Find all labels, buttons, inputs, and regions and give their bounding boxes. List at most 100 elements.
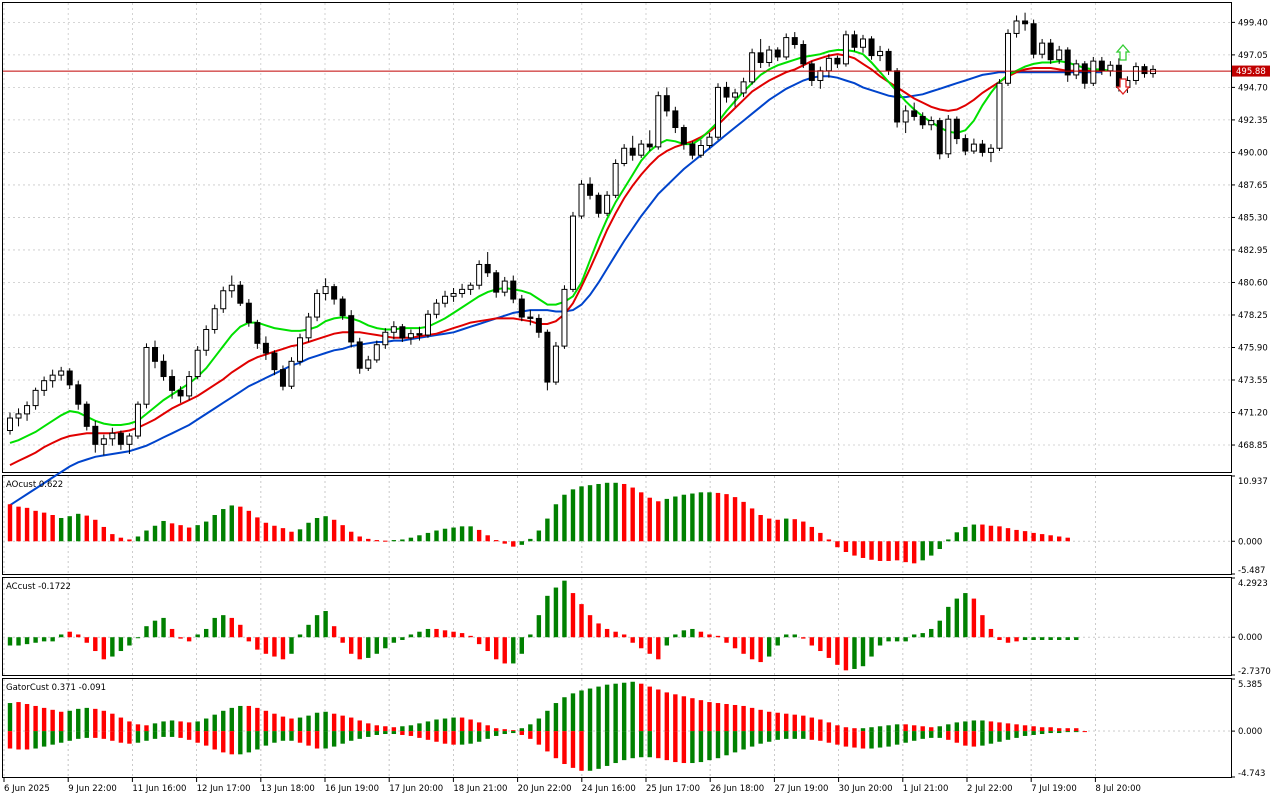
gator-upper-bar xyxy=(186,722,192,732)
ac-bar xyxy=(24,637,30,645)
ac-bar xyxy=(161,617,166,638)
time-tick-label: 20 Jun 22:00 xyxy=(518,784,572,794)
candle-body xyxy=(1090,60,1097,84)
gator-lower-bar xyxy=(647,731,652,758)
ao-bar xyxy=(306,522,311,542)
gator-lower-bar xyxy=(408,731,414,736)
time-tick-label: 8 Jul 20:00 xyxy=(1095,784,1141,794)
candle-body xyxy=(970,143,977,152)
gator-lower-bar xyxy=(434,731,439,742)
ac-bar xyxy=(127,637,132,646)
candle-body xyxy=(1073,63,1080,76)
gator-upper-bar xyxy=(732,704,738,732)
ac-bar xyxy=(690,628,695,638)
price-tick-label: 490.00 xyxy=(1238,148,1268,158)
gator-upper-bar xyxy=(1005,723,1011,732)
gator-upper-bar xyxy=(1048,727,1053,732)
gator-lower-bar xyxy=(468,731,473,744)
candle-body xyxy=(297,337,304,362)
gator-lower-bar xyxy=(76,731,81,739)
ao-bar xyxy=(1031,532,1036,542)
gator-upper-bar xyxy=(673,694,678,732)
candle-body xyxy=(83,403,90,427)
gator-lower-bar xyxy=(1014,731,1019,738)
ao-bar xyxy=(596,483,601,542)
gator-upper-bar xyxy=(877,726,883,732)
ac-bar xyxy=(314,615,320,638)
ao-bar xyxy=(229,505,234,542)
indicator-tick-label: -4.743 xyxy=(1238,769,1265,779)
gator-lower-bar xyxy=(690,731,695,764)
gator-lower-bar xyxy=(263,731,269,746)
candle-body xyxy=(1132,66,1139,81)
gator-upper-bar xyxy=(50,709,55,732)
gator-upper-bar xyxy=(656,689,661,732)
ac-bar xyxy=(724,637,729,643)
ac-bar xyxy=(732,637,738,649)
gator-lower-bar xyxy=(656,731,661,759)
gator-lower-bar xyxy=(587,731,593,771)
gator-upper-bar xyxy=(647,686,652,732)
candle-body xyxy=(953,118,960,140)
ac-bar xyxy=(494,637,499,660)
gator-lower-bar xyxy=(229,731,234,755)
candle-body xyxy=(109,432,116,440)
candle-body xyxy=(902,110,909,123)
gator-upper-bar xyxy=(741,705,746,732)
candle-body xyxy=(459,288,466,295)
gator-upper-bar xyxy=(494,728,499,732)
gator-upper-bar xyxy=(570,693,576,732)
candle-body xyxy=(842,34,849,65)
candle-body xyxy=(740,81,747,94)
gator-upper-bar xyxy=(519,728,524,732)
ac-bar xyxy=(860,637,866,667)
ao-bar xyxy=(877,541,883,561)
ao-bar xyxy=(724,494,729,542)
candle-body xyxy=(706,136,713,146)
candle-body xyxy=(186,376,193,397)
ac-bar xyxy=(809,637,815,646)
price-tick-label: 482.95 xyxy=(1238,246,1268,256)
ac-bar xyxy=(152,620,158,638)
time-tick-label: 25 Jun 17:00 xyxy=(646,784,700,794)
ao-bar xyxy=(383,540,388,542)
candle-body xyxy=(203,329,210,351)
gator-upper-bar xyxy=(664,692,670,732)
candle-body xyxy=(1030,23,1037,55)
candle-body xyxy=(518,298,525,318)
ao-bar xyxy=(792,519,797,542)
ac-bar xyxy=(664,637,670,646)
gator-lower-bar xyxy=(272,731,277,743)
ao-bar xyxy=(860,541,866,558)
candle-body xyxy=(92,425,99,445)
ao-bar xyxy=(911,541,917,564)
candle-body xyxy=(689,143,696,156)
ao-bar xyxy=(485,535,490,542)
time-tick-label: 30 Jun 20:00 xyxy=(839,784,893,794)
gator-upper-bar xyxy=(1014,724,1019,732)
ao-bar xyxy=(894,541,900,561)
gator-upper-bar xyxy=(203,718,209,732)
gator-lower-bar xyxy=(135,731,141,743)
candle-body xyxy=(41,380,48,391)
candle-body xyxy=(996,82,1003,149)
ac-bar xyxy=(818,637,823,652)
ao-bar xyxy=(127,539,132,542)
ao-bar xyxy=(732,497,738,542)
gator-upper-bar xyxy=(886,725,891,732)
ac-bar xyxy=(758,637,763,663)
ao-bar xyxy=(1048,535,1053,542)
gator-lower-bar xyxy=(553,731,559,759)
gator-upper-bar xyxy=(58,711,64,732)
gator-upper-bar xyxy=(67,710,72,732)
ac-bar xyxy=(340,637,345,643)
gator-upper-bar xyxy=(707,702,712,732)
candle-body xyxy=(1047,42,1054,61)
candle-body xyxy=(817,70,824,81)
price-axis: 499.40 497.05 494.70 492.35 490.00 487.65 485.… xyxy=(1231,18,1271,779)
gator-upper-bar xyxy=(639,683,644,732)
ac-bar xyxy=(169,628,175,638)
gator-lower-bar xyxy=(178,731,183,738)
ac-bar xyxy=(58,634,64,638)
